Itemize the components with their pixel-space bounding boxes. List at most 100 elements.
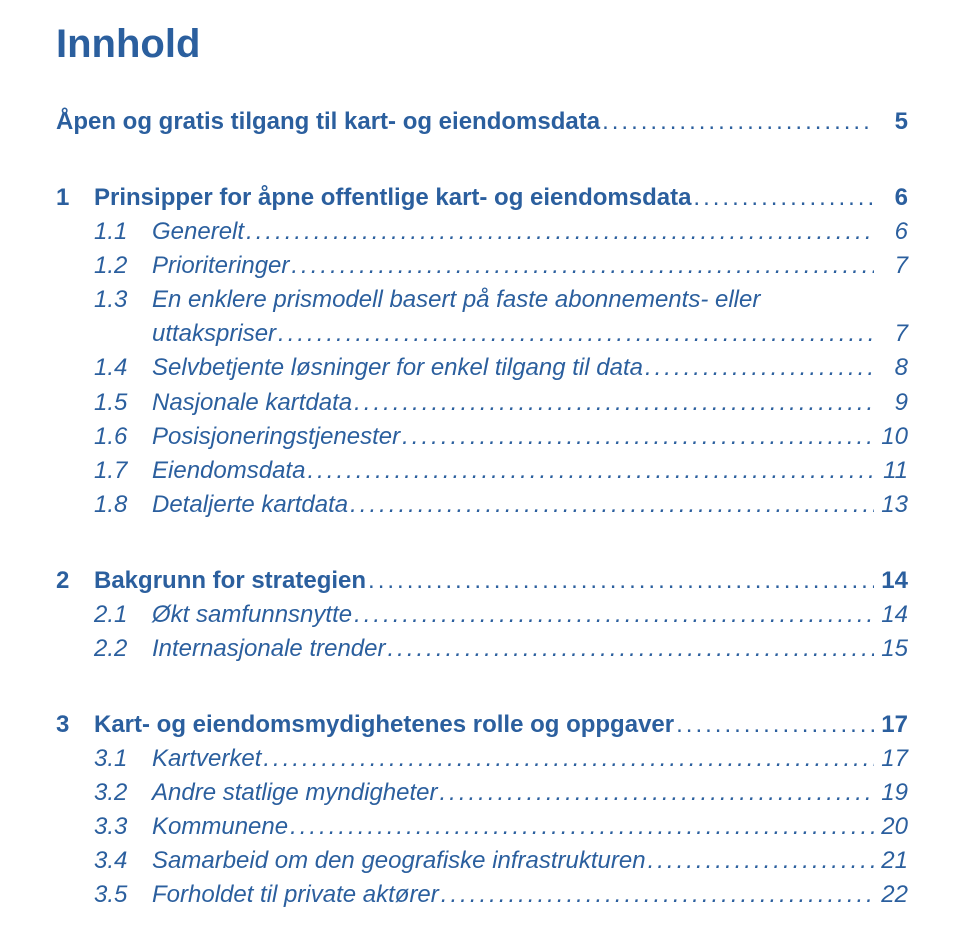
toc-entry-number: 1.6 bbox=[94, 420, 152, 454]
toc-entry-label: Kommunene bbox=[152, 810, 288, 844]
toc-section: Åpen og gratis tilgang til kart- og eien… bbox=[56, 105, 908, 139]
toc-entry[interactable]: 1.6Posisjoneringstjenester..............… bbox=[56, 420, 908, 454]
toc-entry[interactable]: Åpen og gratis tilgang til kart- og eien… bbox=[56, 105, 908, 139]
toc-entry-label: Selvbetjente løsninger for enkel tilgang… bbox=[152, 351, 643, 385]
toc-leader-dots: ........................................… bbox=[278, 317, 874, 351]
toc-entry-number: 2.2 bbox=[94, 632, 152, 666]
toc-leader-dots: ........................................… bbox=[291, 249, 874, 283]
toc-entry-label: Kart- og eiendomsmydighetenes rolle og o… bbox=[94, 708, 674, 742]
toc-entry-page: 19 bbox=[878, 776, 908, 810]
toc-entry-label: Økt samfunnsnytte bbox=[152, 598, 352, 632]
toc-leader-dots: ........................................… bbox=[263, 742, 874, 776]
toc-entry-page: 6 bbox=[878, 181, 908, 215]
toc-entry-page: 11 bbox=[878, 454, 908, 488]
toc-entry[interactable]: 1Prinsipper for åpne offentlige kart- og… bbox=[56, 181, 908, 215]
toc-leader-dots: ........................................… bbox=[307, 454, 874, 488]
toc-entry-number: 3.2 bbox=[94, 776, 152, 810]
toc-leader-dots: ........................................… bbox=[402, 420, 874, 454]
toc-entry-number: 1.5 bbox=[94, 386, 152, 420]
toc-entry[interactable]: 2.1Økt samfunnsnytte....................… bbox=[56, 598, 908, 632]
toc-entry-number: 1.4 bbox=[94, 351, 152, 385]
toc-entry-number: 1.2 bbox=[94, 249, 152, 283]
toc-entry-label: uttakspriser bbox=[152, 317, 276, 351]
toc-entry-label: Kartverket bbox=[152, 742, 261, 776]
toc-entry[interactable]: 3Kart- og eiendomsmydighetenes rolle og … bbox=[56, 708, 908, 742]
toc-entry-label: Andre statlige myndigheter bbox=[152, 776, 438, 810]
toc-section: 2Bakgrunn for strategien................… bbox=[56, 564, 908, 666]
toc-entry-number: 3 bbox=[56, 708, 94, 742]
toc-entry-page: 21 bbox=[878, 844, 908, 878]
toc-entry-number: 3.3 bbox=[94, 810, 152, 844]
toc-leader-dots: ........................................… bbox=[290, 810, 874, 844]
toc-entry[interactable]: 2Bakgrunn for strategien................… bbox=[56, 564, 908, 598]
toc-entry-page: 7 bbox=[878, 249, 908, 283]
toc-entry-page: 13 bbox=[878, 488, 908, 522]
toc-leader-dots: ........................................… bbox=[602, 105, 874, 139]
toc-leader-dots: ........................................… bbox=[693, 181, 874, 215]
toc-entry-page: 17 bbox=[878, 742, 908, 776]
toc-entry[interactable]: uttakspriser............................… bbox=[56, 317, 908, 351]
toc-leader-dots: ........................................… bbox=[676, 708, 874, 742]
toc-entry-label: Eiendomsdata bbox=[152, 454, 305, 488]
toc-entry[interactable]: 1.5Nasjonale kartdata...................… bbox=[56, 386, 908, 420]
toc-entry[interactable]: 3.2Andre statlige myndigheter...........… bbox=[56, 776, 908, 810]
toc-entry-label: Nasjonale kartdata bbox=[152, 386, 352, 420]
toc-leader-dots: ........................................… bbox=[440, 776, 875, 810]
toc-entry[interactable]: 1.8Detaljerte kartdata..................… bbox=[56, 488, 908, 522]
toc-entry-number: 2.1 bbox=[94, 598, 152, 632]
toc-entry-label: Prinsipper for åpne offentlige kart- og … bbox=[94, 181, 691, 215]
toc-section: 1Prinsipper for åpne offentlige kart- og… bbox=[56, 181, 908, 522]
toc-entry-label: En enklere prismodell basert på faste ab… bbox=[152, 283, 760, 317]
toc-entry[interactable]: 1.7Eiendomsdata.........................… bbox=[56, 454, 908, 488]
toc-leader-dots: ........................................… bbox=[354, 386, 874, 420]
toc-entry-label: Posisjoneringstjenester bbox=[152, 420, 400, 454]
toc-entry-page: 14 bbox=[878, 598, 908, 632]
toc-entry-number: 3.5 bbox=[94, 878, 152, 912]
toc-entry[interactable]: 3.5Forholdet til private aktører........… bbox=[56, 878, 908, 912]
toc-entry-number: 3.4 bbox=[94, 844, 152, 878]
toc-entry-page: 9 bbox=[878, 386, 908, 420]
toc-entry[interactable]: 2.2Internasjonale trender...............… bbox=[56, 632, 908, 666]
toc-leader-dots: ........................................… bbox=[387, 632, 874, 666]
table-of-contents: Åpen og gratis tilgang til kart- og eien… bbox=[56, 105, 908, 913]
toc-entry-number: 1.7 bbox=[94, 454, 152, 488]
toc-entry-page: 15 bbox=[878, 632, 908, 666]
page-title: Innhold bbox=[56, 22, 908, 67]
toc-entry-label: Åpen og gratis tilgang til kart- og eien… bbox=[56, 105, 600, 139]
toc-entry[interactable]: 1.1Generelt.............................… bbox=[56, 215, 908, 249]
toc-entry-page: 6 bbox=[878, 215, 908, 249]
toc-entry[interactable]: 1.3En enklere prismodell basert på faste… bbox=[56, 283, 908, 317]
toc-entry-page: 7 bbox=[878, 317, 908, 351]
toc-entry-number: 2 bbox=[56, 564, 94, 598]
toc-entry[interactable]: 1.2Prioriteringer.......................… bbox=[56, 249, 908, 283]
toc-entry-label: Internasjonale trender bbox=[152, 632, 385, 666]
toc-entry-page: 8 bbox=[878, 351, 908, 385]
toc-entry-label: Samarbeid om den geografiske infrastrukt… bbox=[152, 844, 646, 878]
toc-leader-dots: ........................................… bbox=[648, 844, 874, 878]
toc-section: 3Kart- og eiendomsmydighetenes rolle og … bbox=[56, 708, 908, 912]
toc-entry-label: Generelt bbox=[152, 215, 244, 249]
toc-leader-dots: ........................................… bbox=[645, 351, 874, 385]
toc-entry[interactable]: 3.4Samarbeid om den geografiske infrastr… bbox=[56, 844, 908, 878]
toc-leader-dots: ........................................… bbox=[354, 598, 874, 632]
toc-entry-page: 14 bbox=[878, 564, 908, 598]
toc-entry-page: 22 bbox=[878, 878, 908, 912]
toc-entry-label: Forholdet til private aktører bbox=[152, 878, 439, 912]
toc-entry-page: 17 bbox=[878, 708, 908, 742]
toc-entry-label: Prioriteringer bbox=[152, 249, 289, 283]
toc-entry-number: 1.1 bbox=[94, 215, 152, 249]
toc-entry-label: Detaljerte kartdata bbox=[152, 488, 348, 522]
toc-entry[interactable]: 3.3Kommunene............................… bbox=[56, 810, 908, 844]
toc-entry-number: 1 bbox=[56, 181, 94, 215]
toc-leader-dots: ........................................… bbox=[441, 878, 874, 912]
toc-entry[interactable]: 3.1Kartverket...........................… bbox=[56, 742, 908, 776]
toc-entry-number: 3.1 bbox=[94, 742, 152, 776]
toc-leader-dots: ........................................… bbox=[368, 564, 874, 598]
toc-entry-page: 20 bbox=[878, 810, 908, 844]
toc-leader-dots: ........................................… bbox=[350, 488, 874, 522]
toc-entry[interactable]: 1.4Selvbetjente løsninger for enkel tilg… bbox=[56, 351, 908, 385]
toc-entry-page: 5 bbox=[878, 105, 908, 139]
toc-entry-page: 10 bbox=[878, 420, 908, 454]
toc-leader-dots: ........................................… bbox=[246, 215, 874, 249]
toc-entry-label: Bakgrunn for strategien bbox=[94, 564, 366, 598]
